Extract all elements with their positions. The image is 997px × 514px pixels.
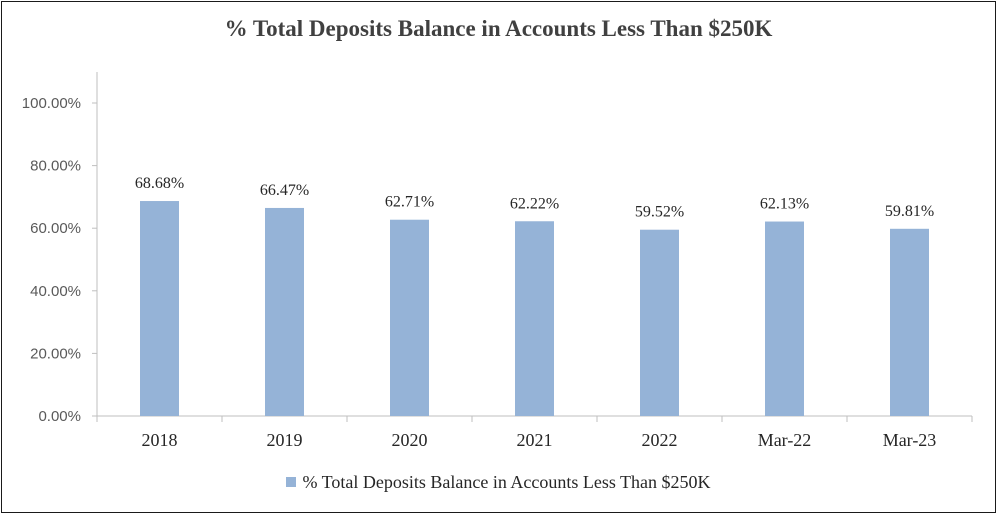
data-label: 62.13% xyxy=(760,196,809,213)
bar xyxy=(890,228,929,416)
y-tick-label: 60.00% xyxy=(30,220,81,237)
x-tick-label: 2022 xyxy=(642,430,678,450)
legend-label: % Total Deposits Balance in Accounts Les… xyxy=(302,472,711,492)
bar xyxy=(140,201,179,416)
data-label: 59.81% xyxy=(885,203,934,220)
x-tick-label: 2019 xyxy=(267,430,303,450)
legend-swatch xyxy=(286,477,297,487)
y-tick-label: 80.00% xyxy=(30,158,81,175)
x-tick-label: 2018 xyxy=(142,430,178,450)
data-label: 68.68% xyxy=(135,175,184,192)
chart-title: % Total Deposits Balance in Accounts Les… xyxy=(224,16,773,41)
data-label: 59.52% xyxy=(635,204,684,221)
bar xyxy=(265,207,304,416)
x-tick-label: Mar-23 xyxy=(883,430,937,450)
bar xyxy=(640,229,679,416)
x-tick-label: 2021 xyxy=(517,430,553,450)
y-tick-label: 0.00% xyxy=(38,408,81,425)
bar xyxy=(765,221,804,416)
bar xyxy=(515,221,554,416)
bar xyxy=(390,219,429,416)
data-label: 62.71% xyxy=(385,194,434,211)
y-tick-label: 100.00% xyxy=(22,95,81,112)
data-label: 62.22% xyxy=(510,195,559,212)
x-tick-label: Mar-22 xyxy=(758,430,812,450)
legend: % Total Deposits Balance in Accounts Les… xyxy=(0,472,997,493)
y-tick-label: 20.00% xyxy=(30,345,81,362)
data-label: 66.47% xyxy=(260,182,309,199)
x-tick-label: 2020 xyxy=(392,430,428,450)
y-tick-label: 40.00% xyxy=(30,283,81,300)
